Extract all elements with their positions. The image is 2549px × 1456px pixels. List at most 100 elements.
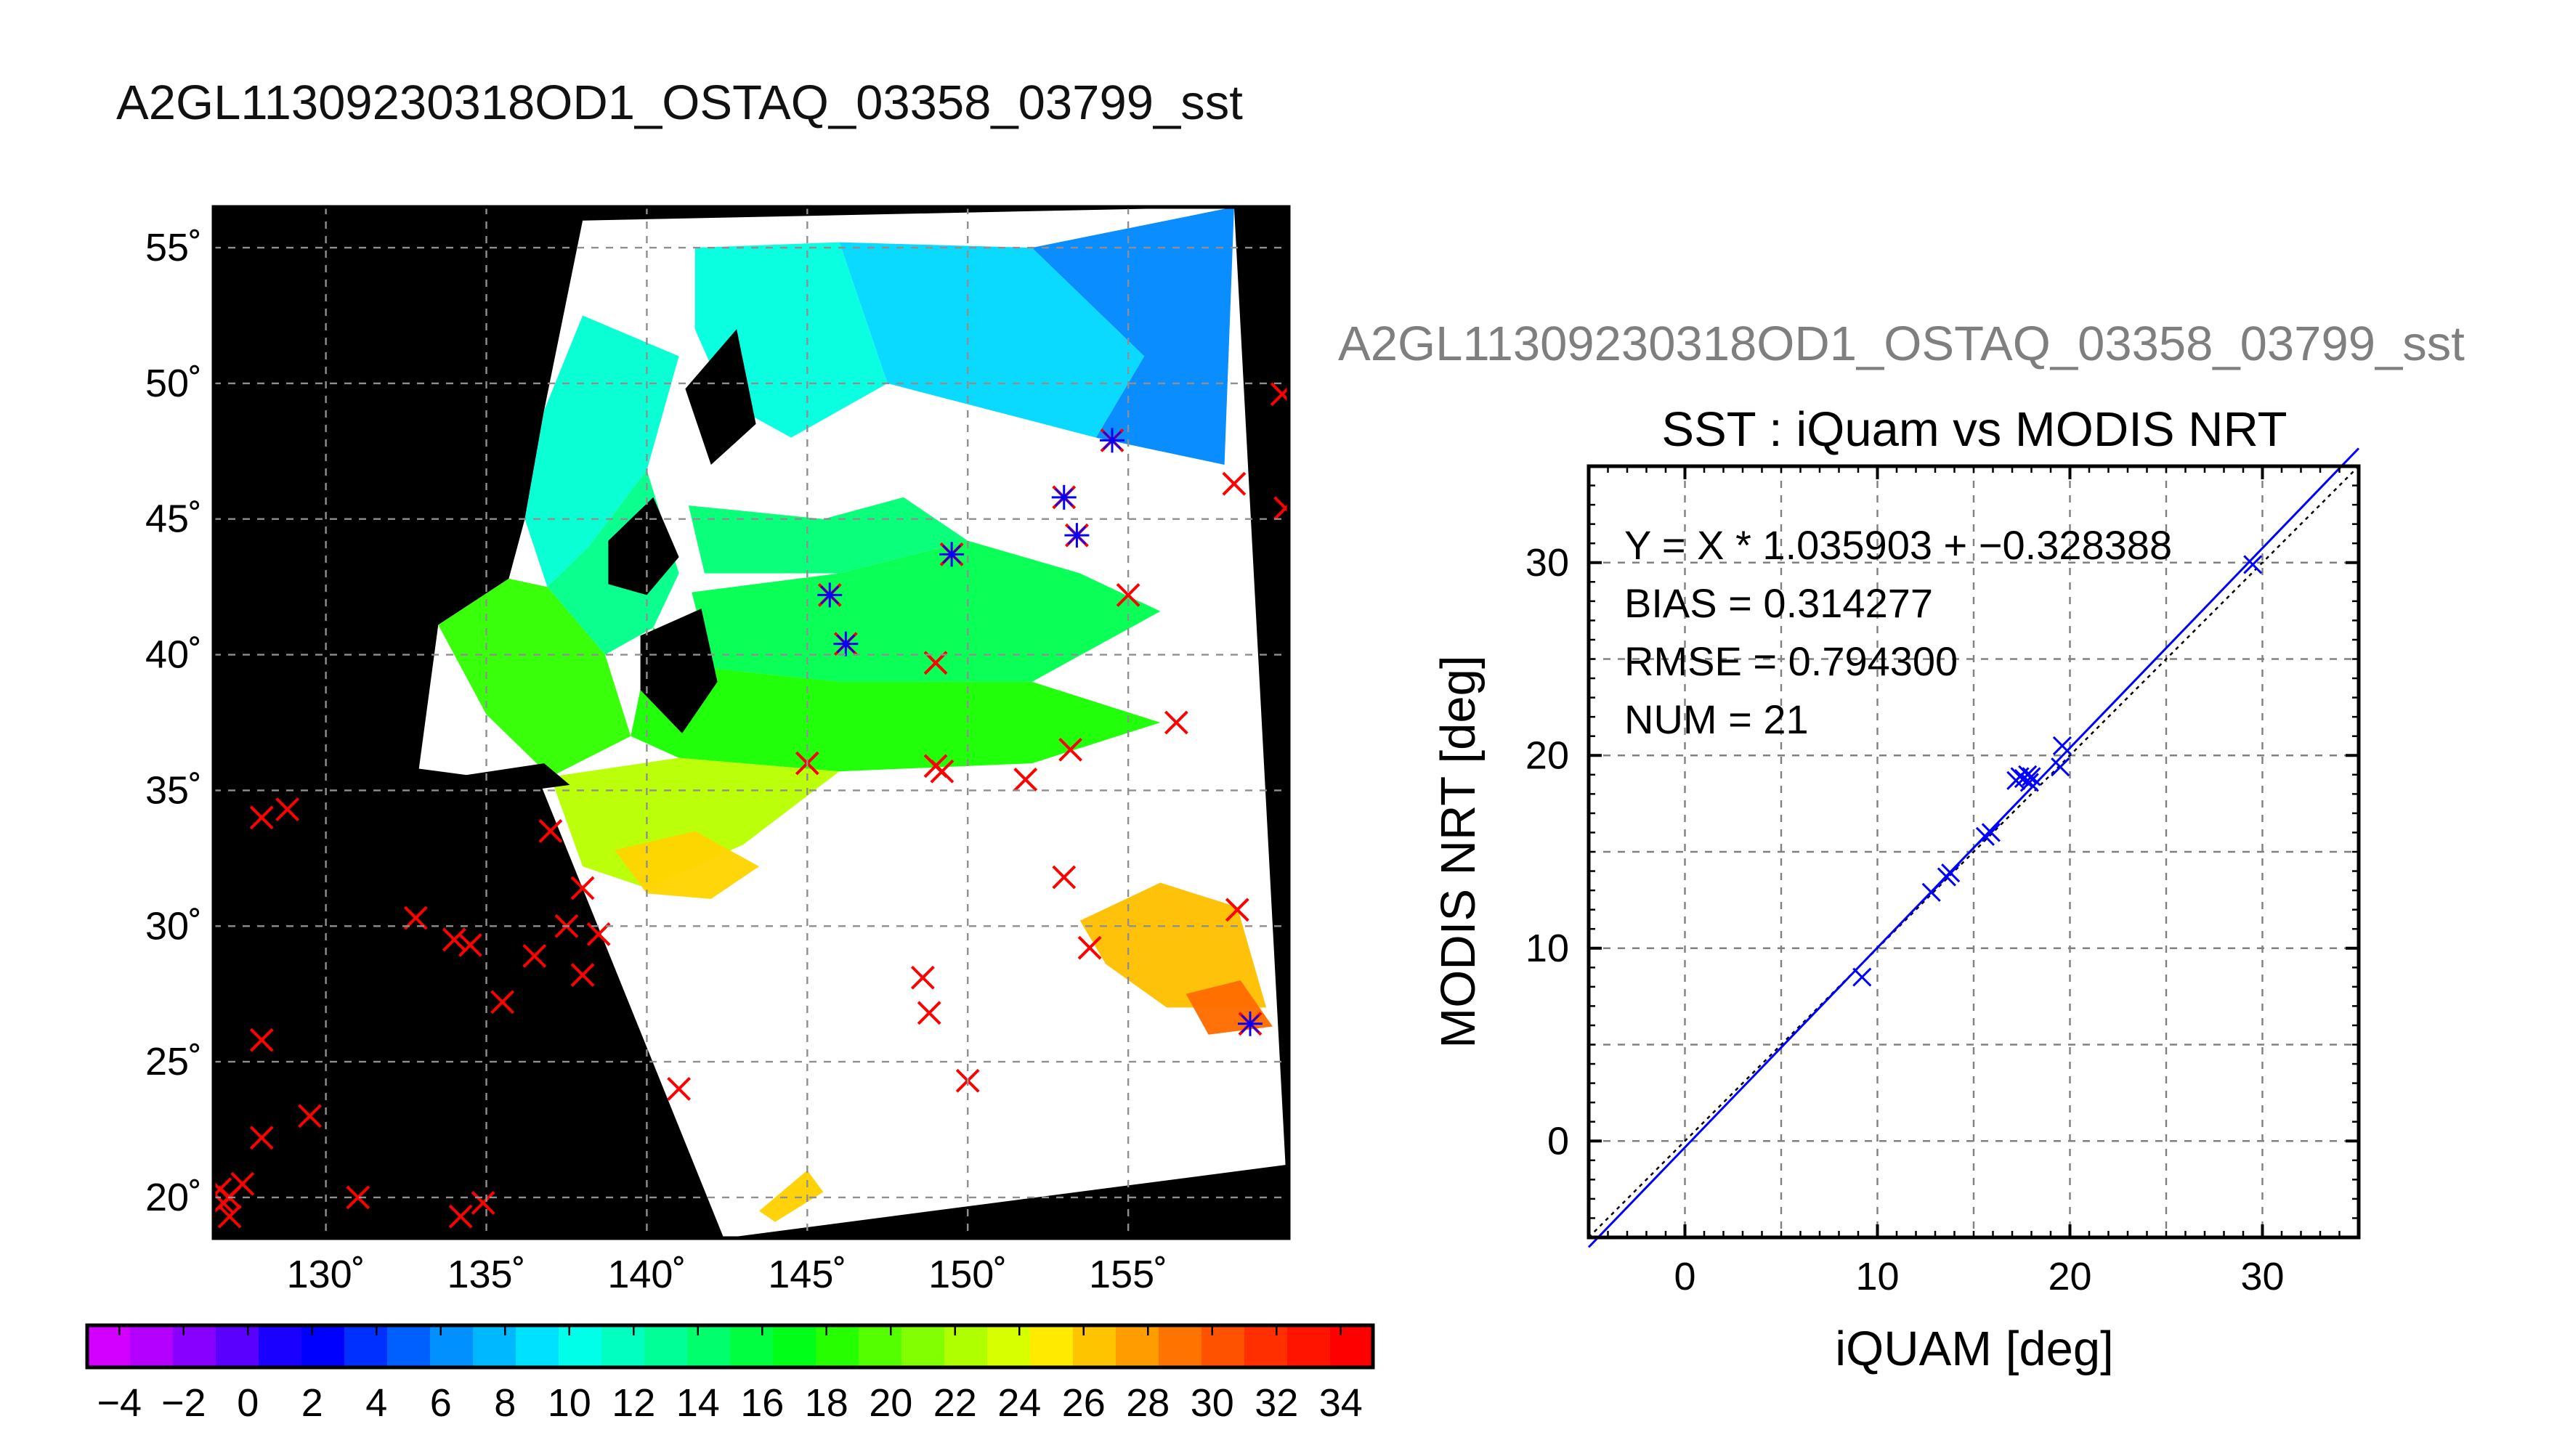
buoy-marker-39 bbox=[1064, 523, 1090, 548]
scatter-point-12 bbox=[2022, 767, 2041, 786]
scatter-point-5 bbox=[1975, 826, 1995, 846]
buoy-marker-13 bbox=[442, 927, 466, 952]
land-mass-2 bbox=[640, 609, 718, 733]
buoy-marker-17 bbox=[490, 990, 515, 1014]
buoy-marker-10 bbox=[275, 797, 300, 821]
sst-region-7 bbox=[688, 497, 968, 574]
scatter-point-10 bbox=[2018, 765, 2038, 784]
colorbar-tick-label-8: 10 bbox=[548, 1381, 591, 1425]
land-mass-4 bbox=[685, 329, 756, 465]
scatter-title: SST : iQuam vs MODIS NRT bbox=[1661, 402, 2287, 457]
buoy-marker-40 bbox=[1077, 935, 1102, 960]
colorbar-tick-label-15: 24 bbox=[997, 1381, 1041, 1425]
colorbar-swatch-12 bbox=[559, 1325, 602, 1367]
map-y-tick-4: 35˚ bbox=[145, 768, 202, 812]
colorbar-swatch-17 bbox=[773, 1325, 816, 1367]
scatter-x-tick-label-3: 20 bbox=[2048, 1255, 2091, 1298]
buoy-marker-30 bbox=[923, 651, 948, 675]
scatter-x-tick-label-2: 10 bbox=[1855, 1255, 1899, 1298]
buoy-marker-9 bbox=[249, 805, 274, 830]
scatter-point-14 bbox=[2052, 736, 2072, 756]
colorbar-swatch-11 bbox=[516, 1325, 559, 1367]
scatter-point-15 bbox=[2243, 555, 2263, 574]
buoy-marker-8 bbox=[249, 1028, 274, 1052]
colorbar-swatch-29 bbox=[1287, 1325, 1331, 1367]
buoy-marker-45 bbox=[1225, 898, 1249, 922]
colorbar-tick-label-12: 18 bbox=[805, 1381, 848, 1425]
buoy-marker-2 bbox=[214, 1191, 235, 1215]
scatter-y-tick-label-3: 20 bbox=[1525, 733, 1569, 777]
colorbar-swatch-23 bbox=[1030, 1325, 1074, 1367]
scatter-panel: 0 10 20 30 0 10 20 30 Y = X * 1.035903 + −0.328… bbox=[1525, 447, 2361, 1298]
map-y-tick-2: 25˚ bbox=[145, 1040, 202, 1083]
map-panel: 130˚ 135˚ 140˚ 145˚ 150˚ 155˚ 20˚ 25˚ 30˚ 35˚ 40˚… bbox=[145, 205, 1291, 1296]
colorbar-swatch-8 bbox=[387, 1325, 431, 1367]
buoy-marker-11 bbox=[346, 1185, 370, 1210]
buoy-marker-37 bbox=[1051, 484, 1077, 510]
colorbar-swatch-14 bbox=[644, 1325, 688, 1367]
scatter-x-tick-label-1: 0 bbox=[1674, 1255, 1695, 1298]
sst-region-9 bbox=[631, 627, 1161, 772]
scatter-y-tick-label-1: 0 bbox=[1547, 1119, 1569, 1163]
scatter-points bbox=[1852, 555, 2263, 987]
land-mass-3 bbox=[454, 763, 570, 796]
scatter-point-6 bbox=[1981, 823, 2001, 842]
map-frame bbox=[211, 205, 1291, 1240]
stats-rmse: RMSE = 0.794300 bbox=[1624, 638, 1958, 684]
colorbar-tick-label-18: 30 bbox=[1191, 1381, 1234, 1425]
colorbar-swatch-21 bbox=[944, 1325, 988, 1367]
colorbar-swatch-3 bbox=[173, 1325, 216, 1367]
buoy-marker-18 bbox=[522, 943, 547, 968]
colorbar-swatch-20 bbox=[901, 1325, 945, 1367]
colorbar-swatch-27 bbox=[1201, 1325, 1245, 1367]
scatter-y-axis-label: MODIS NRT [deg] bbox=[1431, 655, 1486, 1048]
buoy-marker-14 bbox=[458, 933, 482, 957]
colorbar-swatch-13 bbox=[601, 1325, 645, 1367]
buoy-marker-21 bbox=[570, 876, 595, 900]
colorbar-tick-label-6: 6 bbox=[430, 1381, 452, 1425]
buoy-marker-4 bbox=[214, 1177, 232, 1202]
scatter-fit-line bbox=[1587, 447, 2360, 1248]
map-x-tick-3: 140˚ bbox=[607, 1253, 686, 1296]
buoy-marker-36 bbox=[1052, 865, 1077, 890]
colorbar-swatch-4 bbox=[216, 1325, 259, 1367]
sst-region-6 bbox=[1032, 207, 1234, 465]
stats-num: NUM = 21 bbox=[1624, 696, 1809, 742]
scatter-point-11 bbox=[2019, 773, 2039, 792]
colorbar-swatches bbox=[87, 1325, 1374, 1367]
map-grid bbox=[214, 207, 1289, 1238]
map-y-tick-3: 30˚ bbox=[145, 904, 202, 948]
stats-fit: Y = X * 1.035903 + −0.328388 bbox=[1624, 522, 2172, 568]
colorbar-tick-label-5: 4 bbox=[365, 1381, 387, 1425]
buoy-marker-7 bbox=[298, 1104, 322, 1128]
stats-bias: BIAS = 0.314277 bbox=[1624, 580, 1933, 626]
colorbar-tick-label-17: 28 bbox=[1126, 1381, 1170, 1425]
colorbar-ticks: −4 −2 0 2 4 6 8 10 12 14 16 18 20 22 24 26 28 30 32 34 bbox=[97, 1325, 1363, 1425]
buoy-marker-6 bbox=[249, 1126, 274, 1150]
scatter-y-tick-label-4: 30 bbox=[1525, 541, 1569, 585]
sst-region-11 bbox=[615, 831, 759, 899]
buoy-marker-33 bbox=[939, 542, 965, 567]
buoy-marker-22 bbox=[570, 963, 595, 987]
sst-region-5 bbox=[839, 242, 1145, 438]
colorbar-tick-label-7: 8 bbox=[494, 1381, 516, 1425]
sst-region-8 bbox=[692, 540, 1161, 682]
colorbar-tick-label-10: 14 bbox=[676, 1381, 720, 1425]
map-x-tick-1: 130˚ bbox=[287, 1253, 365, 1296]
colorbar-swatch-28 bbox=[1244, 1325, 1288, 1367]
colorbar-tick-label-20: 34 bbox=[1319, 1381, 1363, 1425]
buoy-marker-43 bbox=[1164, 710, 1188, 735]
sst-region-12 bbox=[1079, 882, 1267, 1008]
buoy-marker-26 bbox=[817, 582, 843, 608]
colorbar-tick-label-19: 32 bbox=[1255, 1381, 1298, 1425]
scatter-point-13 bbox=[2051, 757, 2070, 777]
buoy-marker-19 bbox=[538, 819, 563, 843]
buoy-marker-16 bbox=[471, 1191, 495, 1215]
colorbar-tick-label-13: 20 bbox=[869, 1381, 912, 1425]
colorbar-swatch-22 bbox=[987, 1325, 1031, 1367]
colorbar-swatch-7 bbox=[344, 1325, 388, 1367]
buoy-marker-42 bbox=[1116, 582, 1140, 607]
colorbar-swatch-1 bbox=[87, 1325, 131, 1367]
